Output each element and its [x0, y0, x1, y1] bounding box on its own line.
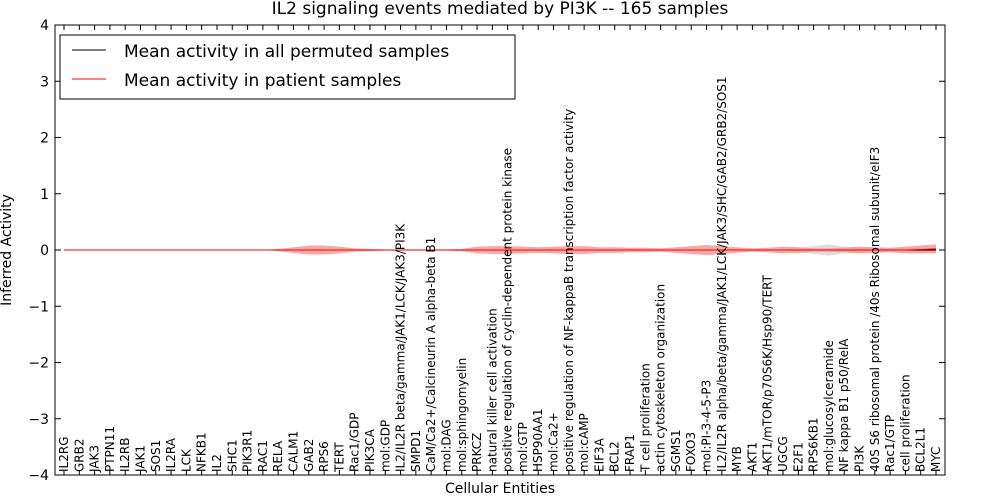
x-tick-label: EIF3A [592, 437, 606, 472]
x-tick-label: SHC1 [225, 439, 239, 472]
x-tick-label: E2F1 [791, 442, 805, 472]
x-tick-label: mol:glucosylceramide [822, 340, 836, 472]
y-tick-label: 1 [40, 187, 49, 203]
x-tick-label: LCK [179, 448, 193, 472]
x-tick-label: SMPD1 [409, 430, 423, 472]
chart-title: IL2 signaling events mediated by PI3K --… [272, 0, 729, 19]
x-tick-label: HSP90AA1 [531, 408, 545, 472]
x-tick-label: RPS6KB1 [807, 417, 821, 472]
x-tick-label: NFKB1 [195, 432, 209, 472]
x-tick-label: TERT [332, 442, 346, 473]
x-tick-label: PIK3R1 [241, 430, 255, 472]
x-tick-label: PRKCZ [470, 433, 484, 472]
legend-label-permuted: Mean activity in all permuted samples [124, 42, 449, 62]
x-tick-label: IL2/IL2R beta/gamma/JAK1/LCK/JAK3/PI3K [394, 223, 408, 472]
y-tick-label: −4 [28, 468, 49, 484]
x-tick-label: cell proliferation [898, 374, 912, 472]
x-tick-label: NF kappa B1 p50/RelA [837, 338, 851, 472]
x-tick-label: IL2/IL2R alpha/beta/gamma/JAK1/LCK/JAK3/… [715, 76, 729, 472]
x-tick-label: AKT1/mTOR/p70S6K/Hsp90/TERT [761, 274, 775, 472]
y-tick-label: 4 [40, 18, 49, 34]
y-tick-label: −1 [28, 299, 49, 315]
y-tick-label: 0 [40, 243, 49, 259]
x-tick-label: mol:cAMP [577, 413, 591, 472]
legend-box [59, 34, 516, 100]
x-tick-label: mol:PI-3-4-5-P3 [700, 380, 714, 472]
x-tick-label: CALM1 [286, 431, 300, 472]
x-tick-label: PTPN11 [103, 426, 117, 472]
x-tick-label: AKT1 [745, 442, 759, 472]
y-axis-label: Inferred Activity [0, 194, 15, 306]
x-tick-label: IL2RB [118, 438, 132, 472]
x-tick-label: MYC [929, 447, 943, 472]
x-tick-label: IL2RG [57, 437, 71, 473]
y-tick-label: 3 [40, 74, 49, 90]
x-tick-label: FOXO3 [684, 432, 698, 472]
x-axis: IL2RG GRB2 JAK3 PTPN11 IL2RB JAK1 SOS1 IL2RA LCK… [57, 25, 943, 475]
x-tick-label: IL2 [210, 454, 224, 472]
x-tick-label: IL2RA [164, 437, 178, 472]
x-tick-label: mol:sphingomyelin [455, 358, 469, 472]
x-tick-label: GRB2 [72, 438, 86, 472]
legend: Mean activity in all permuted samples Me… [59, 34, 516, 100]
x-tick-label: mol:Ca2+ [547, 412, 561, 472]
x-tick-label: RELA [271, 440, 285, 472]
y-tick-label: −3 [28, 412, 49, 428]
x-tick-label: PIK3CA [363, 428, 377, 472]
x-tick-label: SOS1 [149, 440, 163, 472]
legend-label-patient: Mean activity in patient samples [124, 71, 401, 91]
x-tick-label: GAB2 [302, 439, 316, 472]
x-tick-label: BCL2 [608, 441, 622, 472]
x-tick-label: natural killer cell activation [485, 308, 499, 472]
x-tick-label: JAK3 [88, 445, 102, 473]
y-tick-label: 2 [40, 131, 49, 147]
x-tick-label: T cell proliferation [638, 363, 652, 473]
series-lines [64, 248, 937, 251]
x-tick-label: SGMS1 [669, 429, 683, 472]
x-tick-label: positive regulation of cyclin-dependent … [501, 148, 515, 472]
x-tick-label: Rac1/GTP [883, 415, 897, 472]
x-tick-label: FRAP1 [623, 434, 637, 472]
x-tick-label: actin cytoskeleton organization [654, 284, 668, 472]
x-tick-label: Rac1/GDP [348, 413, 362, 472]
x-tick-label: PI3K [853, 445, 867, 472]
x-tick-label: mol:GDP [378, 420, 392, 472]
x-tick-label: UGCG [776, 436, 790, 472]
patient-mean-line [64, 248, 937, 251]
x-tick-label: RPS6 [317, 441, 331, 472]
x-tick-label: mol:GTP [516, 422, 530, 472]
y-axis: −4 −3 −2 −1 0 1 2 3 4 [28, 18, 945, 484]
x-tick-label: RAC1 [256, 440, 270, 472]
x-tick-label: mol:DAG [439, 419, 453, 472]
x-tick-label: positive regulation of NF-kappaB transcr… [562, 109, 576, 472]
x-tick-label: JAK1 [133, 445, 147, 473]
x-tick-label: CaM/Ca2+/Calcineurin A alpha-beta B1 [424, 237, 438, 472]
y-tick-label: −2 [28, 356, 49, 372]
x-tick-label: BCL2L1 [914, 427, 928, 472]
x-axis-label: Cellular Entities [445, 481, 555, 497]
x-tick-label: 40S S6 ribosomal protein /40s Ribosomal … [868, 147, 882, 472]
x-tick-label: MYB [730, 446, 744, 472]
